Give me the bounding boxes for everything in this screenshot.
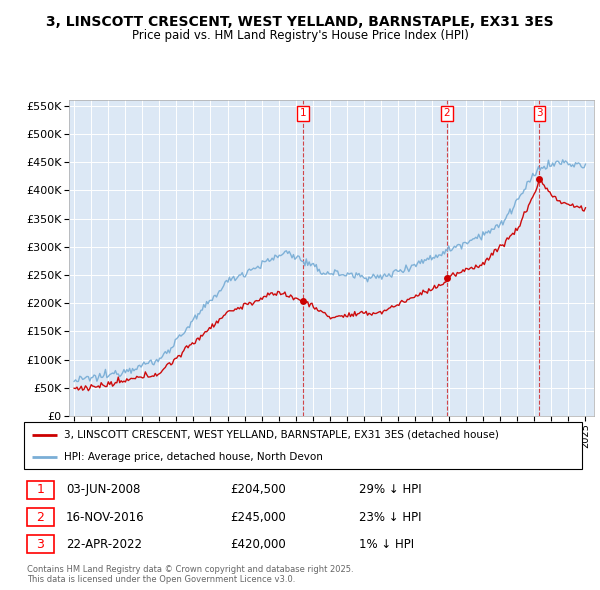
Text: 29% ↓ HPI: 29% ↓ HPI xyxy=(359,483,421,497)
Text: 3, LINSCOTT CRESCENT, WEST YELLAND, BARNSTAPLE, EX31 3ES: 3, LINSCOTT CRESCENT, WEST YELLAND, BARN… xyxy=(46,15,554,30)
Text: 1% ↓ HPI: 1% ↓ HPI xyxy=(359,537,414,550)
Text: This data is licensed under the Open Government Licence v3.0.: This data is licensed under the Open Gov… xyxy=(27,575,295,584)
Text: £420,000: £420,000 xyxy=(230,537,286,550)
Text: 2: 2 xyxy=(36,510,44,523)
Text: £204,500: £204,500 xyxy=(230,483,286,497)
Text: 1: 1 xyxy=(299,108,306,118)
Text: 1: 1 xyxy=(36,483,44,497)
Text: Contains HM Land Registry data © Crown copyright and database right 2025.: Contains HM Land Registry data © Crown c… xyxy=(27,565,353,574)
Bar xyxy=(27,535,53,553)
Text: Price paid vs. HM Land Registry's House Price Index (HPI): Price paid vs. HM Land Registry's House … xyxy=(131,29,469,42)
Text: 3, LINSCOTT CRESCENT, WEST YELLAND, BARNSTAPLE, EX31 3ES (detached house): 3, LINSCOTT CRESCENT, WEST YELLAND, BARN… xyxy=(64,430,499,440)
Bar xyxy=(27,508,53,526)
Text: £245,000: £245,000 xyxy=(230,510,286,523)
Text: HPI: Average price, detached house, North Devon: HPI: Average price, detached house, Nort… xyxy=(64,453,323,462)
Bar xyxy=(27,481,53,499)
Text: 03-JUN-2008: 03-JUN-2008 xyxy=(66,483,140,497)
Text: 16-NOV-2016: 16-NOV-2016 xyxy=(66,510,145,523)
Text: 3: 3 xyxy=(36,537,44,550)
Text: 23% ↓ HPI: 23% ↓ HPI xyxy=(359,510,421,523)
Text: 2: 2 xyxy=(443,108,450,118)
Text: 22-APR-2022: 22-APR-2022 xyxy=(66,537,142,550)
Text: 3: 3 xyxy=(536,108,543,118)
